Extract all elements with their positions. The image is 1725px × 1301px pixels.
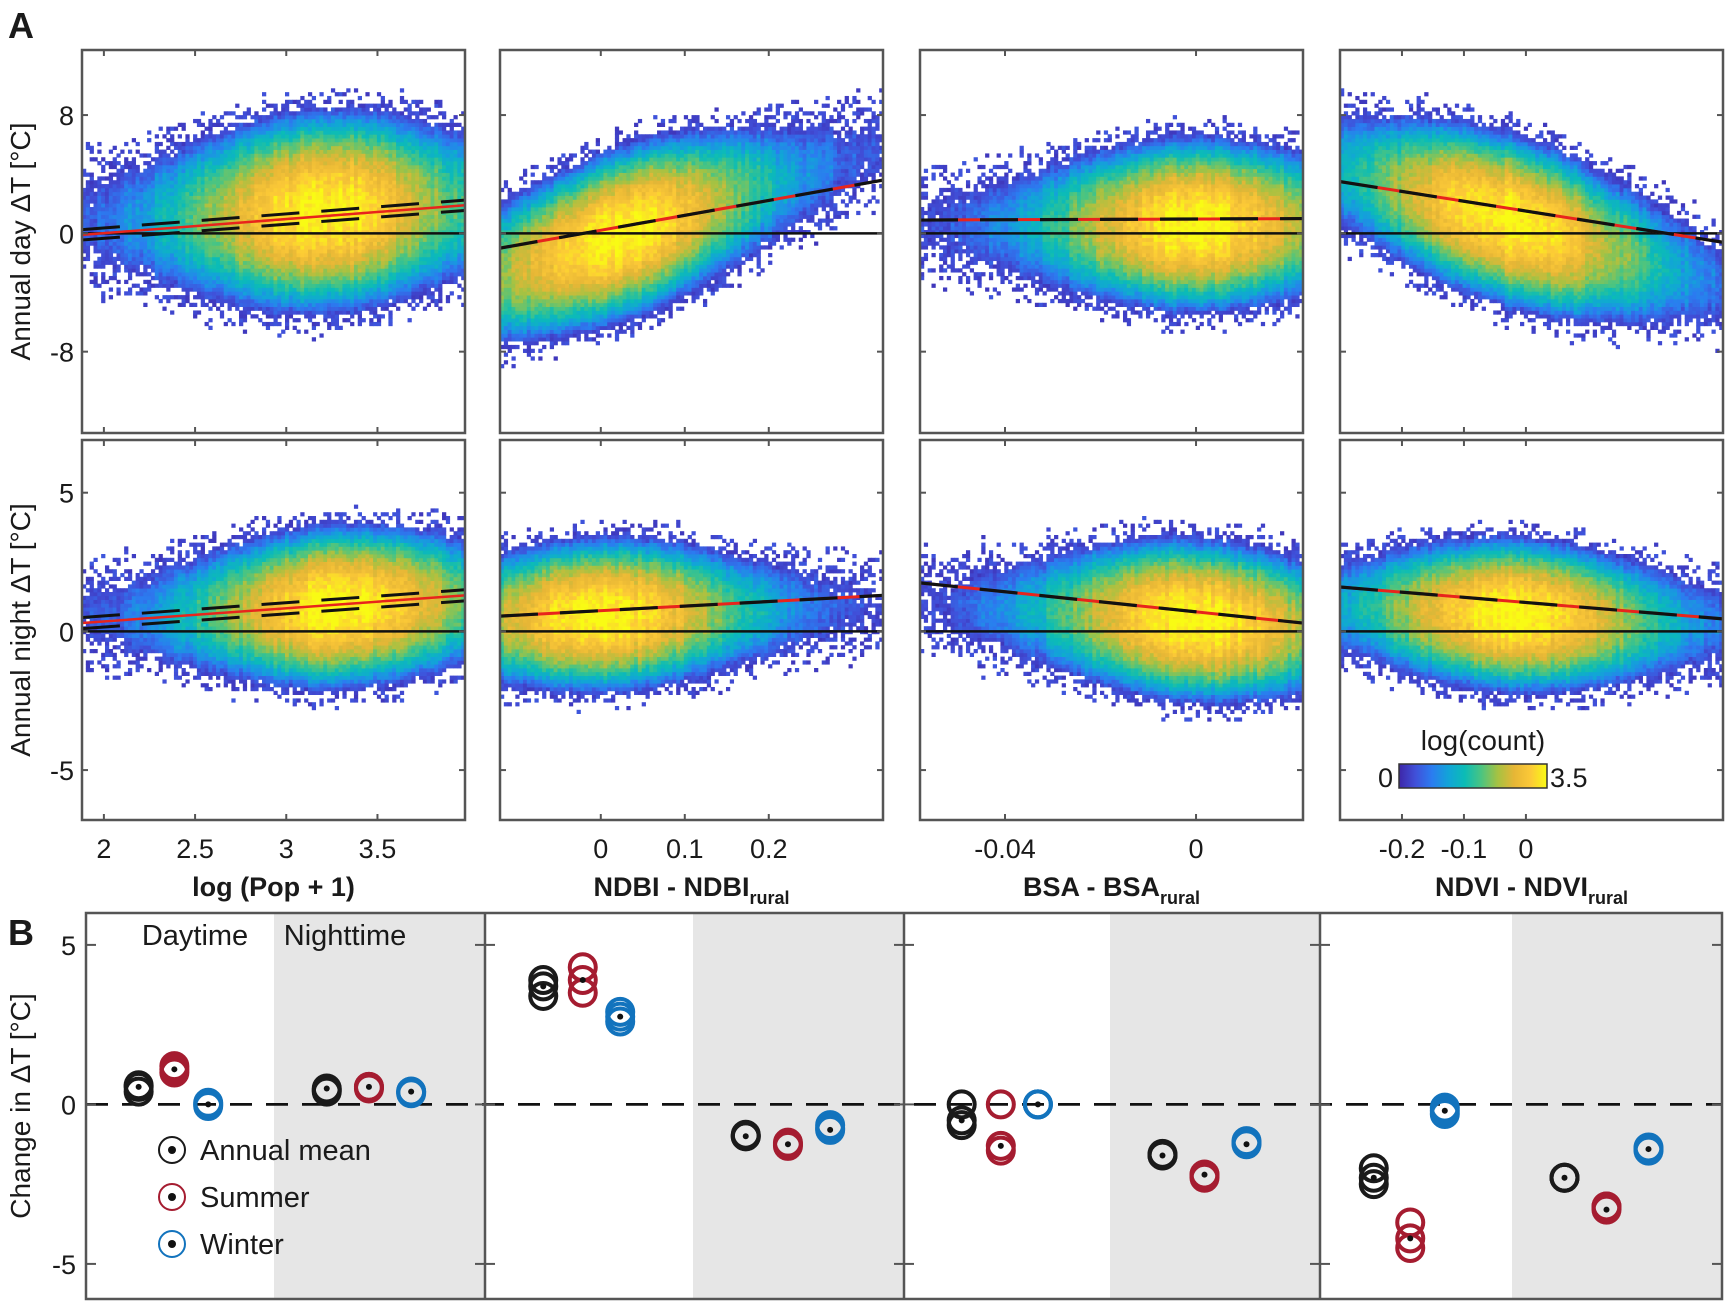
night-shaded-region	[274, 913, 485, 1299]
x-axis-label-main: NDBI - NDBI	[593, 872, 749, 902]
heatmap-panel-night-2: 0 0.1 0.2	[500, 440, 883, 864]
night-shaded-region	[1512, 913, 1722, 1299]
colorbar-max-label: 3.5	[1550, 763, 1588, 793]
x-tick-label: 0	[1518, 834, 1533, 864]
heatmap-cells	[500, 520, 883, 714]
data-point-center	[205, 1101, 211, 1107]
data-point-center	[136, 1084, 142, 1090]
panel-a-letter: A	[8, 5, 34, 46]
data-point-center	[540, 983, 546, 989]
colorbar: log(count) 0 3.5	[1378, 725, 1588, 793]
heatmap-panel-night-3: -0.04 0	[920, 440, 1303, 864]
x-axis-label-main: log (Pop + 1)	[192, 872, 355, 902]
daytime-label: Daytime	[142, 920, 248, 952]
data-point-center	[1407, 1235, 1413, 1241]
legend-marker-dot	[168, 1240, 176, 1248]
nighttime-label: Nighttime	[284, 920, 407, 952]
data-point-center	[408, 1089, 414, 1095]
heatmap-cells	[920, 115, 1303, 334]
x-tick-label: 0	[1189, 834, 1204, 864]
x-axis-label-main: NDVI - NDVI	[1435, 872, 1588, 902]
data-point-center	[1371, 1175, 1377, 1181]
heatmap-panel-night-4: -0.2 -0.1 0	[1340, 440, 1723, 864]
y-tick-label: 5	[61, 931, 76, 961]
data-point-center	[1160, 1152, 1166, 1158]
legend-label: Summer	[200, 1182, 310, 1214]
y-tick-label: 5	[59, 479, 74, 509]
heatmap-cells	[82, 505, 465, 711]
legend-marker-dot	[168, 1193, 176, 1201]
data-point-center	[1202, 1172, 1208, 1178]
heatmap-panel-day-4	[1340, 50, 1723, 433]
y-axis-label: Annual night ΔT [°C]	[5, 503, 36, 757]
heatmap-panel-night-1: 2 2.5 3 3.5 5 0 -5	[50, 440, 465, 864]
panel-b-scatter: 5 0 -5 Change in ΔT [°C] Daytime Nighttime Ann…	[5, 913, 1722, 1299]
data-point-center	[1244, 1141, 1250, 1147]
x-axis-label: log (Pop + 1)	[192, 872, 355, 902]
y-axis-label: Change in ΔT [°C]	[5, 993, 36, 1219]
colorbar-min-label: 0	[1378, 763, 1393, 793]
x-axis-label-subscript: rural	[1160, 888, 1200, 908]
data-point-center	[1646, 1146, 1652, 1152]
data-point-center	[324, 1085, 330, 1091]
heatmap-cells	[1340, 88, 1723, 353]
heatmap-cells	[500, 88, 883, 368]
x-tick-label: -0.2	[1379, 834, 1426, 864]
legend-label: Winter	[200, 1229, 284, 1261]
x-tick-label: 3	[279, 834, 294, 864]
x-axis-label-subscript: rural	[1588, 888, 1628, 908]
heatmap-cells	[920, 516, 1303, 722]
colorbar-label: log(count)	[1421, 725, 1546, 756]
legend-label: Annual mean	[200, 1135, 371, 1167]
data-point-center	[827, 1127, 833, 1133]
x-axis-label-subscript: rural	[749, 888, 789, 908]
heatmap-panel-day-2	[500, 50, 883, 433]
data-point-center	[171, 1066, 177, 1072]
night-shaded-region	[693, 913, 904, 1299]
data-point-center	[1604, 1207, 1610, 1213]
y-tick-label: 0	[59, 617, 74, 647]
x-tick-label: 0.1	[666, 834, 704, 864]
legend-marker-dot	[168, 1146, 176, 1154]
data-point-center	[617, 1014, 623, 1020]
x-tick-label: -0.04	[974, 834, 1036, 864]
x-tick-label: 2.5	[176, 834, 214, 864]
y-tick-label: 0	[61, 1090, 76, 1120]
data-point-center	[1562, 1175, 1568, 1181]
y-tick-label: -5	[50, 756, 74, 786]
x-tick-label: 0	[593, 834, 608, 864]
data-point-center	[366, 1084, 372, 1090]
heatmap-panel-day-3	[920, 50, 1303, 433]
data-point-center	[580, 977, 586, 983]
x-tick-label: 3.5	[359, 834, 397, 864]
data-point-center	[1035, 1101, 1041, 1107]
y-axis-label: Annual day ΔT [°C]	[5, 123, 36, 361]
x-axis-label-main: BSA - BSA	[1023, 872, 1160, 902]
x-axis-label: BSA - BSArural	[1023, 872, 1200, 908]
y-tick-label: 8	[59, 101, 74, 131]
y-tick-label: -5	[52, 1250, 76, 1280]
figure: A B 8 0 -8 2 2.5 3 3.5 5 0 -5 log (Pop + 1) 0 0.1 0.2…	[0, 0, 1725, 1301]
x-axis-label: NDBI - NDBIrural	[593, 872, 789, 908]
data-point-center	[1442, 1108, 1448, 1114]
data-point-center	[959, 1117, 965, 1123]
y-tick-label: 0	[59, 219, 74, 249]
panel-b-letter: B	[8, 912, 34, 953]
y-tick-label: -8	[50, 338, 74, 368]
fit-line-group	[920, 219, 1303, 220]
x-tick-label: -0.1	[1441, 834, 1488, 864]
x-tick-label: 2	[96, 834, 111, 864]
x-axis-label: NDVI - NDVIrural	[1435, 872, 1628, 908]
x-tick-label: 0.2	[750, 834, 788, 864]
colorbar-gradient	[1399, 764, 1547, 788]
data-point-center	[785, 1141, 791, 1147]
data-point-center	[743, 1133, 749, 1139]
data-point-center	[998, 1143, 1004, 1149]
heatmap-panel-day-1: 8 0 -8	[50, 50, 465, 433]
night-shaded-region	[1110, 913, 1320, 1299]
